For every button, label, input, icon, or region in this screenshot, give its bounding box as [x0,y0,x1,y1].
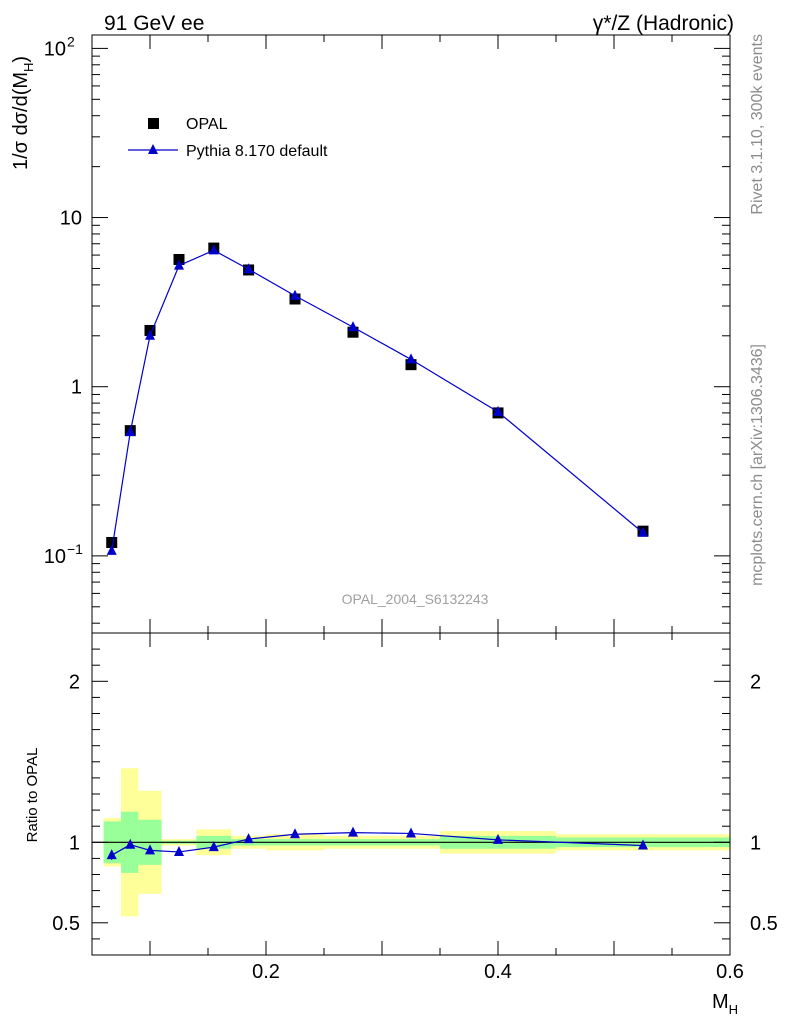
ratio-y-tick-label-right: 1 [750,832,761,854]
analysis-id: OPAL_2004_S6132243 [342,591,489,607]
mc-point [638,526,648,537]
main-y-axis-label: 1/σ dσ/d(MH) [10,56,36,170]
ratio-mc-point [208,841,219,852]
ratio-mc-point [290,828,300,839]
ratio-mc-point [638,839,648,850]
main-y-axis-label-main: 1/σ dσ/d(M [10,72,32,170]
ratio-mc-point [493,833,503,844]
ratio-y-tick-label: 1 [69,832,80,854]
ratio-mc-point [145,844,155,855]
mc-point [406,353,416,364]
x-tick-label: 0.2 [252,961,280,983]
mc-point [290,289,300,300]
main-y-axis-label-sub: H [21,63,36,72]
main-y-tick-label: 10 [60,208,82,230]
ratio-marks [92,826,730,861]
mc-point [106,544,117,555]
ratio-mc-point [348,826,358,837]
ratio-mc-point [125,838,136,849]
mc-point [125,425,136,436]
mc-line [111,249,644,551]
x-axis-label: MH [712,991,738,1017]
ratio-y-axis-label: Ratio to OPAL [24,748,41,843]
ratio-y-tick-label-right: 2 [750,671,761,693]
x-axis-label-sub: H [729,1002,738,1017]
legend-mc-label: Pythia 8.170 default [186,143,328,160]
x-tick-label: 0.4 [484,961,512,983]
mc-point [348,321,358,332]
data-point [106,536,118,548]
data-point [405,359,417,371]
x-axis-label-main: M [712,991,729,1013]
ratio-mc-point [243,833,254,844]
mc-point [243,263,254,274]
main-y-tick-exponent: 2 [67,33,75,49]
x-tick-label: 0.6 [716,961,744,983]
ratio-mc-point [174,845,184,856]
header-right: γ*/Z (Hadronic) [593,12,734,35]
ratio-frame [91,632,731,956]
mcplots-label: mcplots.cern.ch [arXiv:1306.3436] [749,344,766,586]
main-y-tick-label: 1 [71,377,82,399]
ratio-tick-labels: 0.5 0.5 1 1 2 2 0.2 0.4 0.6 [52,671,778,983]
main-y-axis-label-close: ) [10,56,32,63]
main-y-tick-exponent: −1 [67,541,83,557]
legend: OPAL Pythia 8.170 default [128,116,328,160]
mc-point [493,405,503,416]
data-point [173,253,185,265]
ratio-mc-point [406,827,416,838]
header-left: 91 GeV ee [104,12,204,35]
data-point [347,326,359,338]
ratio-ticks [91,632,731,956]
ratio-panel: 0.5 0.5 1 1 2 2 0.2 0.4 0.6 Ratio to OPAL MH [24,632,778,1017]
mc-point [145,329,155,340]
main-marks [106,242,649,555]
mc-point [174,259,184,270]
rivet-label: Rivet 3.1.10, 300k events [749,34,766,215]
ratio-mc-point [106,849,117,860]
ratio-y-tick-label-right: 0.5 [750,913,778,935]
main-y-tick-label: 10 [44,38,66,60]
legend-data-label: OPAL [186,116,228,133]
legend-data-marker [148,118,159,129]
ratio-y-tick-label: 0.5 [52,913,80,935]
main-ticks [91,35,731,633]
legend-mc-marker [148,144,158,154]
main-y-tick-label: 10 [44,546,66,568]
mc-point [208,244,219,255]
ratio-y-tick-label: 2 [69,671,80,693]
